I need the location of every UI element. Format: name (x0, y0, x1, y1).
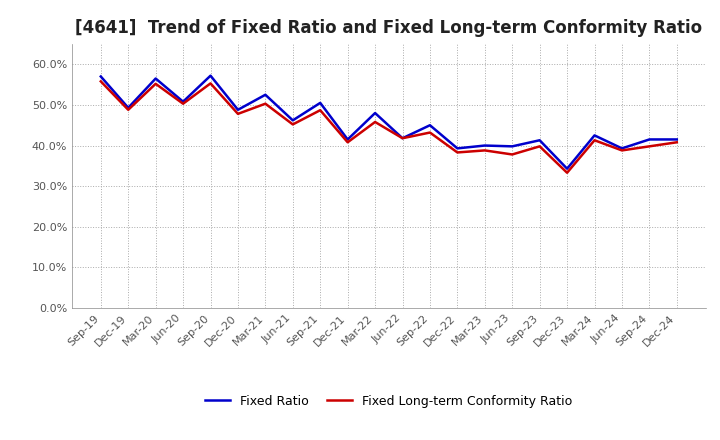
Fixed Ratio (151, 76, 160, 81)
Fixed Long-term Conformity Ratio (261, 101, 270, 106)
Fixed Ratio (536, 138, 544, 143)
Fixed Ratio (672, 137, 681, 142)
Fixed Ratio (563, 166, 572, 171)
Fixed Long-term Conformity Ratio (480, 148, 489, 153)
Fixed Ratio (179, 99, 187, 104)
Fixed Long-term Conformity Ratio (563, 170, 572, 176)
Fixed Ratio (508, 144, 516, 149)
Legend: Fixed Ratio, Fixed Long-term Conformity Ratio: Fixed Ratio, Fixed Long-term Conformity … (200, 390, 577, 413)
Fixed Ratio (618, 146, 626, 151)
Fixed Long-term Conformity Ratio (343, 139, 352, 145)
Fixed Long-term Conformity Ratio (398, 136, 407, 141)
Title: [4641]  Trend of Fixed Ratio and Fixed Long-term Conformity Ratio: [4641] Trend of Fixed Ratio and Fixed Lo… (75, 19, 703, 37)
Fixed Long-term Conformity Ratio (453, 150, 462, 155)
Fixed Long-term Conformity Ratio (426, 130, 434, 135)
Fixed Long-term Conformity Ratio (206, 81, 215, 86)
Fixed Ratio (261, 92, 270, 97)
Fixed Ratio (590, 133, 599, 138)
Fixed Ratio (371, 110, 379, 116)
Fixed Ratio (206, 73, 215, 78)
Fixed Ratio (316, 100, 325, 106)
Fixed Long-term Conformity Ratio (590, 138, 599, 143)
Fixed Long-term Conformity Ratio (179, 101, 187, 106)
Fixed Ratio (233, 107, 242, 113)
Fixed Ratio (343, 137, 352, 142)
Fixed Long-term Conformity Ratio (151, 81, 160, 86)
Fixed Long-term Conformity Ratio (645, 144, 654, 149)
Fixed Ratio (453, 146, 462, 151)
Fixed Long-term Conformity Ratio (233, 111, 242, 117)
Fixed Long-term Conformity Ratio (536, 144, 544, 149)
Line: Fixed Ratio: Fixed Ratio (101, 76, 677, 169)
Fixed Long-term Conformity Ratio (289, 122, 297, 127)
Fixed Long-term Conformity Ratio (508, 152, 516, 157)
Fixed Long-term Conformity Ratio (316, 107, 325, 113)
Fixed Long-term Conformity Ratio (672, 139, 681, 145)
Fixed Ratio (645, 137, 654, 142)
Fixed Ratio (398, 136, 407, 141)
Fixed Long-term Conformity Ratio (618, 148, 626, 153)
Fixed Ratio (426, 123, 434, 128)
Fixed Ratio (96, 74, 105, 79)
Fixed Ratio (480, 143, 489, 148)
Fixed Long-term Conformity Ratio (124, 107, 132, 113)
Fixed Ratio (124, 105, 132, 110)
Line: Fixed Long-term Conformity Ratio: Fixed Long-term Conformity Ratio (101, 81, 677, 173)
Fixed Ratio (289, 118, 297, 123)
Fixed Long-term Conformity Ratio (371, 119, 379, 125)
Fixed Long-term Conformity Ratio (96, 79, 105, 84)
